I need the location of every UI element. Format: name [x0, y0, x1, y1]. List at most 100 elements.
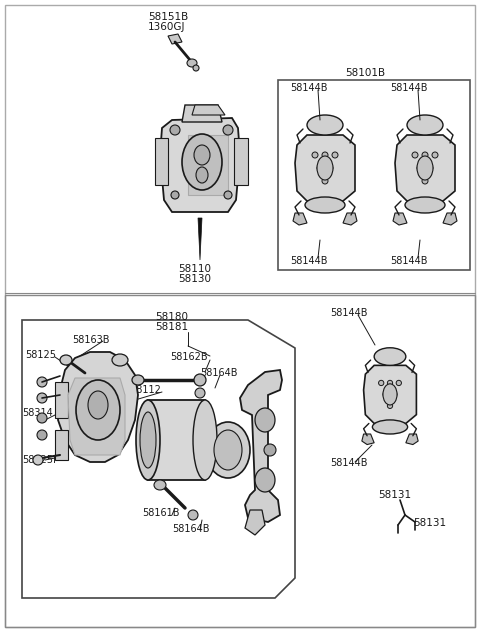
Polygon shape — [55, 382, 68, 418]
Ellipse shape — [214, 430, 242, 470]
Ellipse shape — [405, 197, 445, 213]
Ellipse shape — [372, 420, 408, 434]
Ellipse shape — [171, 191, 179, 199]
Ellipse shape — [396, 380, 401, 386]
Ellipse shape — [194, 145, 210, 165]
Ellipse shape — [170, 125, 180, 135]
Polygon shape — [240, 370, 282, 522]
Ellipse shape — [392, 392, 397, 397]
Ellipse shape — [422, 152, 428, 158]
Ellipse shape — [374, 348, 406, 365]
Ellipse shape — [322, 152, 328, 158]
Ellipse shape — [383, 384, 397, 405]
Polygon shape — [362, 434, 374, 444]
Text: 58112: 58112 — [130, 385, 161, 395]
Polygon shape — [58, 352, 138, 462]
Ellipse shape — [37, 377, 47, 387]
Ellipse shape — [206, 422, 250, 478]
Ellipse shape — [432, 152, 438, 158]
Polygon shape — [343, 213, 357, 225]
Text: 58164B: 58164B — [172, 524, 209, 534]
Ellipse shape — [417, 156, 433, 180]
Text: 58314: 58314 — [22, 408, 53, 418]
Ellipse shape — [132, 375, 144, 385]
Ellipse shape — [136, 400, 160, 480]
Ellipse shape — [317, 156, 333, 180]
Ellipse shape — [422, 178, 428, 184]
Text: 58180: 58180 — [155, 312, 188, 322]
Ellipse shape — [112, 354, 128, 366]
Ellipse shape — [383, 392, 388, 397]
Polygon shape — [192, 105, 225, 115]
Text: 58144B: 58144B — [390, 256, 428, 266]
Ellipse shape — [312, 152, 318, 158]
Polygon shape — [68, 378, 125, 455]
Polygon shape — [245, 510, 265, 535]
Bar — [278, 80, 470, 270]
Text: 58131: 58131 — [413, 518, 446, 528]
Text: 58130: 58130 — [178, 274, 211, 284]
Text: 58131: 58131 — [378, 490, 411, 500]
Text: 58164B: 58164B — [200, 368, 238, 378]
Polygon shape — [188, 135, 228, 195]
Polygon shape — [198, 218, 202, 260]
Polygon shape — [234, 138, 248, 185]
Polygon shape — [55, 430, 68, 460]
Text: 58151B: 58151B — [148, 12, 188, 22]
Ellipse shape — [193, 65, 199, 71]
Ellipse shape — [194, 374, 206, 386]
Polygon shape — [364, 365, 416, 423]
Text: 58144B: 58144B — [290, 83, 327, 93]
Ellipse shape — [88, 391, 108, 419]
Ellipse shape — [76, 380, 120, 440]
Ellipse shape — [188, 510, 198, 520]
Ellipse shape — [332, 152, 338, 158]
Polygon shape — [293, 213, 307, 225]
Text: 58144B: 58144B — [330, 308, 368, 318]
Ellipse shape — [37, 430, 47, 440]
Ellipse shape — [322, 178, 328, 184]
Polygon shape — [148, 400, 205, 480]
Text: 58144B: 58144B — [290, 256, 327, 266]
Polygon shape — [155, 138, 168, 185]
Ellipse shape — [154, 480, 166, 490]
Ellipse shape — [264, 444, 276, 456]
Ellipse shape — [223, 125, 233, 135]
Polygon shape — [443, 213, 457, 225]
Ellipse shape — [255, 468, 275, 492]
Ellipse shape — [37, 393, 47, 403]
Ellipse shape — [305, 197, 345, 213]
Text: 58181: 58181 — [155, 322, 188, 332]
Ellipse shape — [387, 403, 393, 408]
Text: 58161B: 58161B — [142, 508, 180, 518]
Text: 58114A: 58114A — [205, 452, 242, 462]
Ellipse shape — [317, 165, 323, 171]
Text: 58110: 58110 — [178, 264, 211, 274]
Text: 58163B: 58163B — [72, 335, 109, 345]
Ellipse shape — [379, 380, 384, 386]
Text: 58125F: 58125F — [22, 455, 59, 465]
Ellipse shape — [60, 355, 72, 365]
Ellipse shape — [196, 167, 208, 183]
Ellipse shape — [407, 115, 443, 135]
Polygon shape — [406, 434, 418, 444]
Ellipse shape — [387, 380, 393, 386]
Ellipse shape — [182, 134, 222, 190]
Bar — [5, 295, 475, 627]
Polygon shape — [168, 34, 182, 44]
Ellipse shape — [195, 388, 205, 398]
Ellipse shape — [417, 165, 423, 171]
Polygon shape — [182, 105, 222, 122]
Polygon shape — [160, 118, 240, 212]
Ellipse shape — [307, 115, 343, 135]
Ellipse shape — [33, 455, 43, 465]
Text: 58144B: 58144B — [330, 458, 368, 468]
Polygon shape — [395, 135, 455, 201]
Text: 58162B: 58162B — [170, 352, 208, 362]
Ellipse shape — [193, 400, 217, 480]
Ellipse shape — [327, 165, 333, 171]
Ellipse shape — [140, 412, 156, 468]
Ellipse shape — [255, 408, 275, 432]
Ellipse shape — [37, 413, 47, 423]
Text: 58113: 58113 — [158, 465, 189, 475]
